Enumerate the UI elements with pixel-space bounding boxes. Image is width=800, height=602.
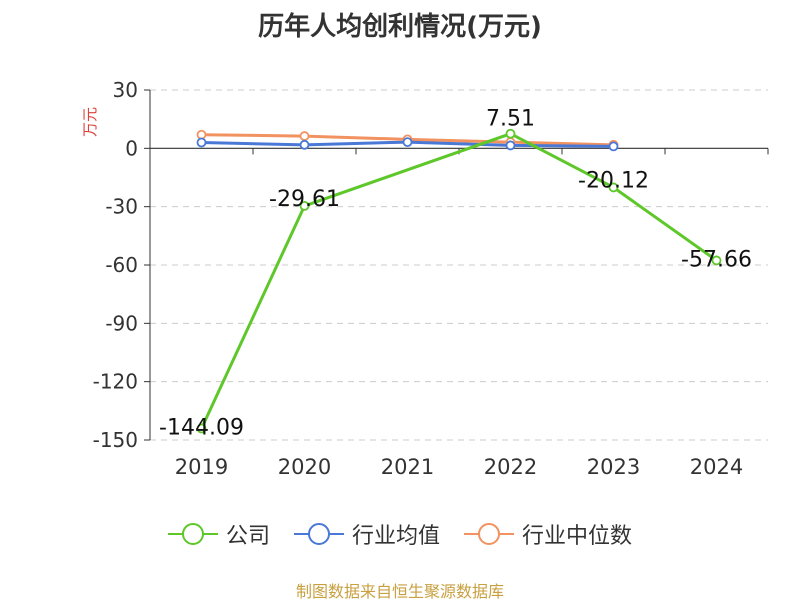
legend-label: 公司 [225,524,270,549]
y-tick-label: -90 [105,311,138,335]
legend-swatch-icon [293,522,344,546]
y-tick-label: -30 [105,195,138,219]
legend-item: 公司 [167,518,270,550]
x-tick-label: 2022 [484,455,537,479]
data-point [505,128,516,139]
y-axis-label: 万元 [81,107,99,137]
data-point [505,140,516,151]
y-tick-label: 0 [125,136,138,160]
data-label: 7.51 [486,107,535,132]
x-tick-label: 2020 [278,455,331,479]
source-note: 制图数据来自恒生聚源数据库 [295,582,504,601]
legend-label: 行业中位数 [522,524,633,549]
legend-swatch-icon [167,522,218,546]
y-tick-label: -120 [93,370,138,394]
data-point [299,139,310,150]
x-tick-label: 2023 [587,455,640,479]
data-point [299,201,310,211]
y-tick-label: -60 [105,253,138,277]
series-layer [196,128,722,434]
data-label: -20.12 [578,168,649,193]
axis-layer: 30 0 -30 -60 -90 -120 -150 万元 2019 2020 2021 2022 20… [81,78,769,479]
legend-swatch-icon [464,522,514,546]
x-tick-label: 2024 [690,455,743,479]
legend-item: 行业中位数 [464,518,632,550]
y-tick-label: 30 [113,78,138,102]
data-point [299,131,310,141]
legend: 公司 行业均值 行业中位数 [0,518,800,550]
data-label: -144.09 [159,416,244,441]
chart-title: 历年人均创利情况(万元) [258,12,542,42]
data-point [608,182,619,193]
legend-item: 行业均值 [293,518,440,550]
x-tick-label: 2019 [175,455,228,479]
data-point [402,137,413,148]
data-label-layer: -144.09 -29.61 7.51 -20.12 -57.66 [159,107,752,441]
data-label: -57.66 [681,247,752,272]
data-point [196,137,207,148]
data-point [196,423,207,434]
data-point [608,141,619,152]
data-point [196,129,207,140]
y-tick-label: -150 [93,428,138,452]
legend-label: 行业均值 [351,524,440,549]
data-point [711,255,722,266]
data-label: -29.61 [269,187,340,212]
x-tick-label: 2021 [381,455,434,479]
grid-layer [150,89,768,441]
